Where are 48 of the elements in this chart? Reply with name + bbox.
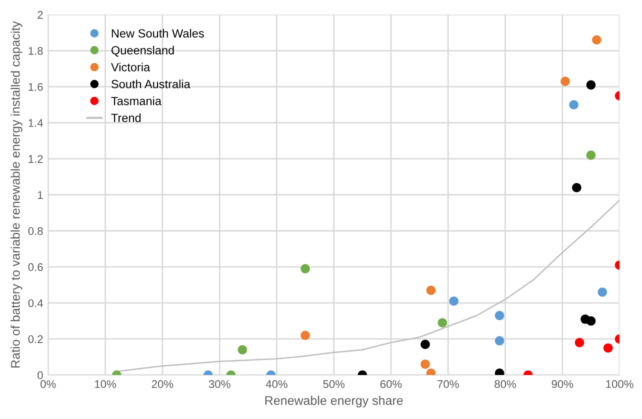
y-axis-title: Ratio of battery to variable renewable energy installed capacity xyxy=(10,21,22,368)
x-tick-label: 50% xyxy=(323,380,345,388)
y-tick-label: 0 xyxy=(38,371,43,380)
point xyxy=(569,100,578,110)
point xyxy=(598,287,608,297)
legend-label: South Australia xyxy=(111,80,190,88)
point xyxy=(449,296,458,306)
x-tick-label: 90% xyxy=(552,380,574,388)
point xyxy=(238,345,248,354)
legend-label: Queensland xyxy=(112,46,174,57)
y-tick-label: 1.2 xyxy=(28,155,43,163)
x-tick-label: 100% xyxy=(606,380,634,388)
legend-label: New South Wales xyxy=(112,28,204,38)
point xyxy=(586,316,596,326)
legend-label: Trend xyxy=(111,113,141,122)
legend-label: Victoria xyxy=(111,62,150,72)
point xyxy=(586,80,596,90)
y-tick-label: 0.2 xyxy=(28,335,43,344)
point xyxy=(586,150,596,160)
point xyxy=(572,182,582,192)
point xyxy=(494,336,504,346)
point xyxy=(300,330,310,340)
x-tick-label: 40% xyxy=(266,380,288,388)
x-tick-label: 20% xyxy=(152,380,174,388)
y-tick-label: 2 xyxy=(38,10,43,19)
x-tick-label: 10% xyxy=(95,380,116,388)
y-tick-label: 0.4 xyxy=(28,299,43,308)
y-tick-label: 1.4 xyxy=(28,119,43,127)
y-tick-label: 0.8 xyxy=(28,227,43,236)
legend-label: Tasmania xyxy=(111,96,162,106)
point xyxy=(300,264,310,274)
x-tick-label: 80% xyxy=(494,380,516,388)
point xyxy=(426,286,436,295)
x-tick-label: 60% xyxy=(380,380,402,388)
y-tick-label: 1.8 xyxy=(28,46,43,55)
point xyxy=(420,360,430,369)
y-tick-label: 0.6 xyxy=(28,263,43,272)
y-tick-label: 1.6 xyxy=(28,83,43,91)
x-tick-label: 70% xyxy=(438,380,459,388)
y-tick-label: 1 xyxy=(38,191,43,199)
x-tick-label: 30% xyxy=(208,380,230,388)
point xyxy=(592,35,602,45)
point xyxy=(438,318,448,328)
x-tick-label: 0% xyxy=(40,380,56,388)
point xyxy=(420,340,430,350)
point xyxy=(494,310,504,320)
point xyxy=(560,76,570,86)
x-axis-title: Renewable energy share xyxy=(265,396,403,408)
